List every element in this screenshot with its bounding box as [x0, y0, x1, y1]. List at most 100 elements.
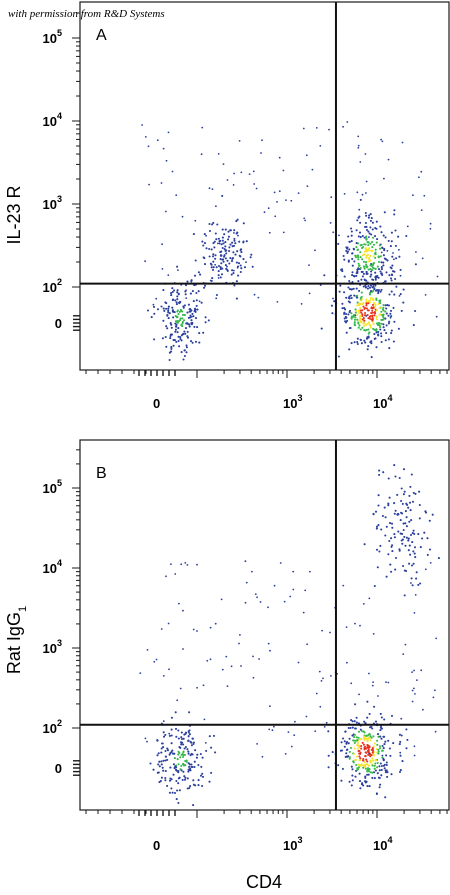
event-dot: [387, 739, 390, 742]
y-tick-exponent: 2: [57, 718, 62, 728]
event-dot: [356, 271, 359, 274]
event-dot: [233, 237, 236, 240]
event-dot: [398, 770, 402, 774]
event-dot: [230, 260, 234, 263]
event-dot: [315, 127, 318, 129]
event-dot: [374, 248, 377, 251]
event-dot: [398, 248, 400, 251]
event-dot: [368, 672, 370, 675]
event-dot: [290, 745, 293, 748]
event-dot: [372, 759, 375, 762]
event-dot: [178, 789, 181, 792]
event-dot: [412, 324, 415, 327]
event-dot: [371, 751, 374, 754]
event-dot: [369, 296, 372, 300]
event-dot: [152, 768, 155, 771]
event-dot: [375, 792, 378, 796]
event-dot: [341, 302, 344, 305]
event-dot: [347, 286, 350, 289]
event-dot: [188, 323, 191, 326]
event-dot: [393, 209, 396, 212]
event-dot: [387, 477, 390, 480]
event-dot: [348, 248, 351, 251]
event-dot: [348, 279, 351, 283]
event-dot: [214, 622, 217, 625]
event-dot: [380, 322, 383, 325]
event-dot: [366, 348, 369, 351]
event-dot: [164, 779, 167, 782]
event-dot: [234, 253, 237, 256]
event-dot: [174, 299, 177, 302]
event-dot: [357, 745, 361, 748]
event-dot: [385, 258, 388, 261]
event-dot: [354, 254, 357, 257]
event-dot: [377, 735, 380, 738]
event-dot: [168, 734, 171, 737]
event-dot: [352, 760, 355, 763]
event-dot: [423, 531, 426, 534]
event-dot: [355, 287, 358, 290]
event-dot: [400, 717, 403, 720]
event-dot: [405, 525, 408, 528]
event-dot: [367, 764, 371, 767]
event-dot: [374, 278, 377, 281]
event-dot: [364, 211, 367, 215]
event-dot: [240, 665, 242, 667]
x-tick-exponent: 3: [297, 393, 302, 403]
event-dot: [351, 252, 354, 255]
event-dot: [242, 258, 245, 261]
event-dot: [353, 260, 356, 263]
event-dot: [297, 661, 300, 664]
event-dot: [359, 314, 362, 318]
event-dot: [180, 764, 183, 768]
event-dot: [384, 796, 387, 799]
event-dot: [211, 255, 215, 258]
event-dot: [190, 763, 193, 766]
event-dot: [179, 318, 182, 322]
event-dot: [305, 715, 308, 718]
event-dot: [269, 649, 271, 652]
event-dot: [374, 337, 377, 340]
event-dot: [208, 735, 211, 738]
event-dot: [429, 222, 432, 225]
event-dot: [399, 751, 402, 754]
event-dot: [327, 766, 330, 769]
event-dot: [348, 757, 351, 760]
event-dot: [401, 760, 404, 763]
event-dot: [372, 243, 375, 246]
event-dot: [167, 622, 170, 625]
event-dot: [330, 196, 333, 199]
event-dot: [191, 290, 194, 293]
event-dot: [387, 502, 390, 505]
panel-label: A: [96, 27, 107, 44]
event-dot: [375, 346, 378, 349]
event-dot: [235, 261, 238, 264]
event-dot: [383, 767, 386, 770]
event-dot: [367, 747, 370, 751]
event-dot: [371, 268, 374, 272]
event-dot: [383, 763, 386, 766]
event-dot: [206, 659, 209, 662]
event-dot: [347, 313, 350, 316]
event-dot: [405, 747, 408, 750]
event-dot: [314, 249, 316, 252]
event-dot: [370, 312, 373, 315]
event-dot: [303, 217, 306, 220]
event-dot: [371, 319, 374, 322]
event-dot: [371, 771, 374, 774]
event-dot: [177, 763, 180, 766]
event-dot: [411, 689, 414, 692]
event-dot: [273, 191, 276, 194]
event-dot: [201, 784, 204, 788]
event-dot: [380, 764, 383, 768]
event-dot: [375, 298, 378, 302]
event-dot: [360, 295, 363, 299]
event-dot: [183, 778, 187, 781]
event-dot: [359, 251, 362, 254]
event-dot: [367, 321, 371, 324]
event-dot: [245, 581, 248, 584]
event-dot: [377, 776, 380, 779]
event-dot: [328, 128, 330, 131]
event-dot: [278, 190, 281, 193]
event-dot: [373, 771, 376, 774]
